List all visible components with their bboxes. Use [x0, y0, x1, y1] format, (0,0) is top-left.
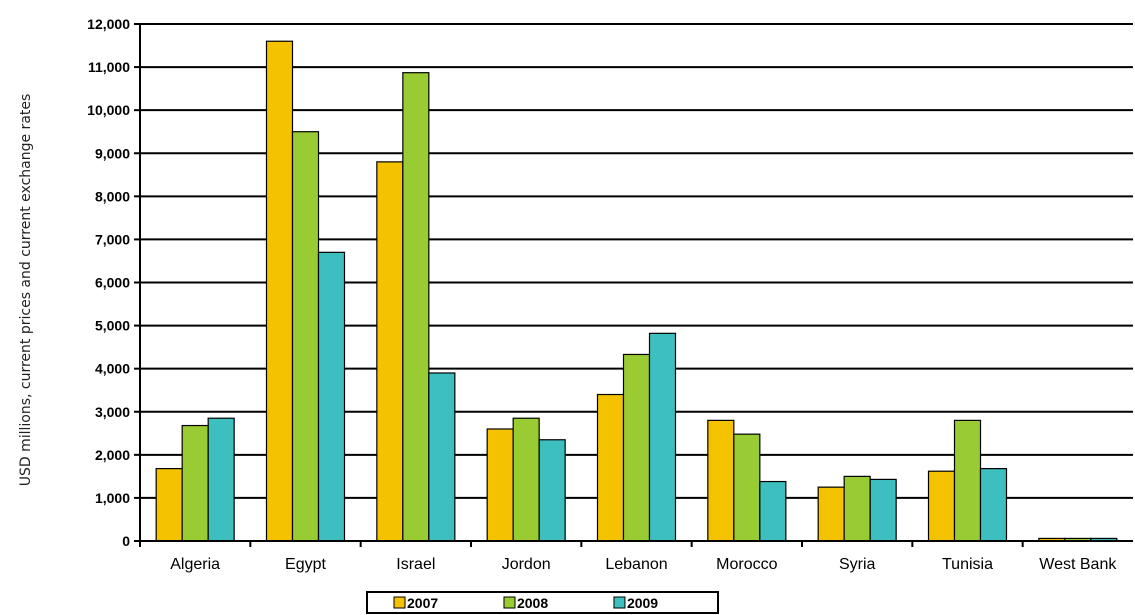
y-tick-label: 0 [122, 533, 130, 549]
bar-morocco-2009 [759, 480, 787, 542]
bar-tunisia-2009 [979, 468, 1008, 542]
bar-jordon-2007 [486, 428, 514, 542]
legend-label-2007: 2007 [407, 595, 438, 611]
y-axis-title: USD millions, current prices and current… [18, 94, 34, 487]
x-tick-label: Egypt [285, 556, 326, 573]
x-tick-label: Lebanon [605, 556, 667, 573]
bar-lebanon-2008 [622, 353, 651, 542]
bar-egypt-2007 [265, 40, 294, 542]
x-tick-label: Algeria [170, 556, 220, 573]
y-tick-label: 10,000 [87, 102, 130, 118]
y-tick-label: 5,000 [95, 318, 130, 334]
y-tick-label: 4,000 [95, 361, 130, 377]
legend-swatch-2009 [613, 596, 626, 609]
y-tick-label: 9,000 [95, 145, 130, 161]
x-tick-label: West Bank [1039, 556, 1117, 573]
bar-egypt-2008 [291, 131, 320, 542]
bar-lebanon-2009 [648, 332, 677, 542]
x-tick-label: Israel [396, 556, 435, 573]
bar-israel-2008 [402, 72, 430, 542]
bar-syria-2009 [869, 478, 897, 542]
y-tick-label: 3,000 [95, 404, 130, 420]
legend-label-2008: 2008 [517, 595, 548, 611]
legend-label-2009: 2009 [627, 595, 658, 611]
x-tick-label: Tunisia [942, 556, 993, 573]
bar-israel-2007 [376, 161, 404, 542]
bar-tunisia-2007 [927, 470, 956, 542]
legend-swatch-2008 [503, 596, 516, 609]
bar-jordon-2008 [512, 417, 540, 542]
legend-box [366, 591, 719, 614]
bar-jordon-2009 [538, 439, 566, 542]
bar-algeria-2009 [207, 417, 235, 542]
y-tick-label: 6,000 [95, 275, 130, 291]
legend-swatch-2007 [393, 596, 406, 609]
x-tick-labels: Algeria Egypt Israel Jordon Lebanon Morocco Sy… [170, 556, 1117, 573]
y-tick-label: 1,000 [95, 490, 130, 506]
y-tick-label: 7,000 [95, 231, 130, 247]
x-tick-label: Syria [839, 556, 876, 573]
bar-morocco-2008 [733, 433, 761, 542]
y-tick-label: 11,000 [88, 59, 130, 75]
y-tick-label: 12,000 [87, 16, 130, 32]
y-tick-label: 8,000 [95, 188, 130, 204]
bar-morocco-2007 [707, 419, 735, 542]
x-tick-label: Jordon [502, 556, 551, 573]
bar-algeria-2008 [181, 424, 209, 542]
x-tick-label: Morocco [716, 556, 777, 573]
y-tick-labels: 0 1,000 2,000 3,000 4,000 5,000 6,000 7,000 8,00… [87, 16, 130, 549]
bar-egypt-2009 [317, 251, 346, 542]
bar-syria-2008 [843, 475, 871, 542]
legend: 2007 2008 2009 [366, 591, 719, 614]
bars [155, 40, 1118, 542]
y-tick-label: 2,000 [95, 447, 130, 463]
bar-syria-2007 [817, 486, 845, 542]
bar-algeria-2007 [155, 468, 183, 542]
axes [139, 24, 1133, 542]
bar-lebanon-2007 [596, 393, 625, 542]
bar-israel-2009 [428, 372, 456, 542]
bar-tunisia-2008 [953, 419, 982, 542]
